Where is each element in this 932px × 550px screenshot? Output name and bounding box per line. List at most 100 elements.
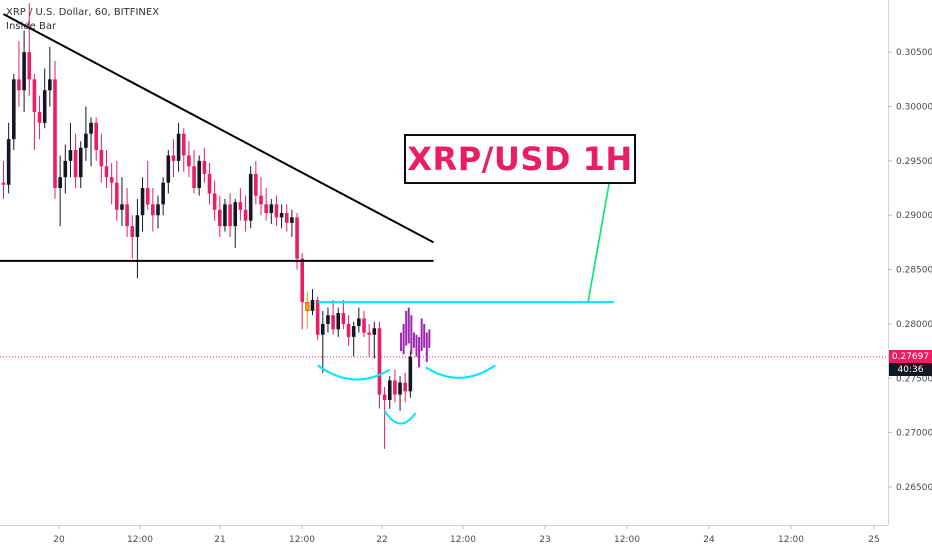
time-tick-label: 20 — [53, 535, 65, 545]
candle — [89, 117, 93, 167]
candle — [315, 296, 320, 341]
candle — [408, 351, 413, 398]
right-shoulder-arc — [425, 364, 496, 379]
candle — [120, 177, 124, 227]
breakout-arrow — [587, 171, 612, 303]
candle — [6, 122, 11, 194]
candle — [171, 139, 176, 178]
chart-header: XRP / U.S. Dollar, 60, BITFINEX Inside B… — [6, 6, 159, 34]
candle — [99, 133, 104, 183]
head-arc — [383, 410, 417, 425]
candle — [32, 73, 37, 150]
candle — [326, 307, 330, 333]
candle — [254, 160, 258, 205]
candle — [382, 386, 387, 449]
time-tick-label: 12:00 — [614, 535, 640, 545]
candle — [53, 60, 57, 199]
candle — [12, 73, 16, 150]
candle — [331, 300, 335, 335]
time-tick-label: 25 — [868, 535, 879, 545]
time-tick-label: 23 — [539, 535, 550, 545]
candle — [63, 144, 68, 194]
candle — [84, 106, 88, 161]
candle — [212, 180, 217, 221]
candle — [151, 188, 155, 232]
candle — [27, 3, 32, 96]
candle — [73, 133, 78, 189]
candle — [37, 95, 42, 140]
candle — [305, 291, 310, 330]
price-tick-label: 0.29000 — [896, 211, 932, 221]
candle — [362, 310, 366, 337]
candle — [145, 160, 150, 210]
candle — [321, 310, 325, 373]
price-tick-label: 0.27500 — [896, 374, 932, 384]
chart-title: XRP / U.S. Dollar, 60, BITFINEX — [6, 7, 160, 18]
candle — [233, 198, 238, 248]
candle — [104, 150, 109, 189]
candle — [290, 209, 294, 237]
candle — [341, 300, 346, 330]
candle — [1, 160, 6, 199]
price-tick-label: 0.30500 — [896, 48, 932, 58]
time-tick-label: 12:00 — [289, 535, 315, 545]
countdown-tag: 40:36 — [889, 363, 932, 377]
candle — [94, 117, 98, 161]
candle — [243, 195, 248, 232]
candle — [218, 195, 222, 237]
price-tick-label: 0.26500 — [896, 483, 932, 493]
candle — [387, 376, 392, 409]
candle — [166, 150, 171, 194]
candle — [181, 128, 186, 172]
price-tick-label: 0.29500 — [896, 157, 932, 167]
candle — [300, 253, 304, 330]
candle — [115, 160, 119, 221]
price-tick-label: 0.30000 — [896, 103, 932, 113]
candle — [274, 195, 279, 227]
time-tick-label: 12:00 — [778, 535, 804, 545]
candle — [248, 166, 253, 229]
candle — [48, 46, 52, 107]
time-tick-label: 12:00 — [450, 535, 476, 545]
time-tick-label: 24 — [703, 535, 715, 545]
candle — [156, 195, 160, 229]
indicator-name: Inside Bar — [6, 21, 57, 32]
candle — [125, 188, 129, 237]
time-tick-label: 22 — [376, 535, 387, 545]
left-shoulder-arc — [317, 364, 391, 381]
candle — [202, 147, 207, 183]
candle — [284, 204, 289, 232]
candle — [279, 204, 284, 229]
candle — [367, 323, 371, 357]
candle — [68, 122, 73, 178]
candle — [238, 188, 243, 221]
last-price-tag: 0.27697 — [889, 350, 932, 364]
candle — [109, 163, 114, 205]
candle — [42, 68, 47, 129]
candle — [58, 155, 62, 227]
time-tick-label: 21 — [214, 535, 225, 545]
candle — [269, 198, 274, 224]
descending-trendline — [3, 13, 434, 244]
candle — [197, 155, 201, 196]
candle — [398, 376, 402, 411]
candle — [223, 198, 227, 232]
candle — [346, 315, 351, 346]
candle — [176, 122, 181, 172]
candle — [22, 30, 26, 112]
candle — [310, 289, 315, 316]
candle — [228, 193, 232, 237]
candle — [264, 188, 268, 221]
candle — [78, 141, 83, 189]
candle — [393, 369, 397, 403]
candle — [192, 150, 196, 194]
candle — [130, 215, 135, 259]
price-tick-label: 0.28000 — [896, 320, 932, 330]
candle — [372, 321, 377, 359]
candle — [259, 177, 263, 216]
candle — [187, 141, 191, 178]
candle — [403, 372, 407, 403]
candle — [135, 198, 140, 279]
